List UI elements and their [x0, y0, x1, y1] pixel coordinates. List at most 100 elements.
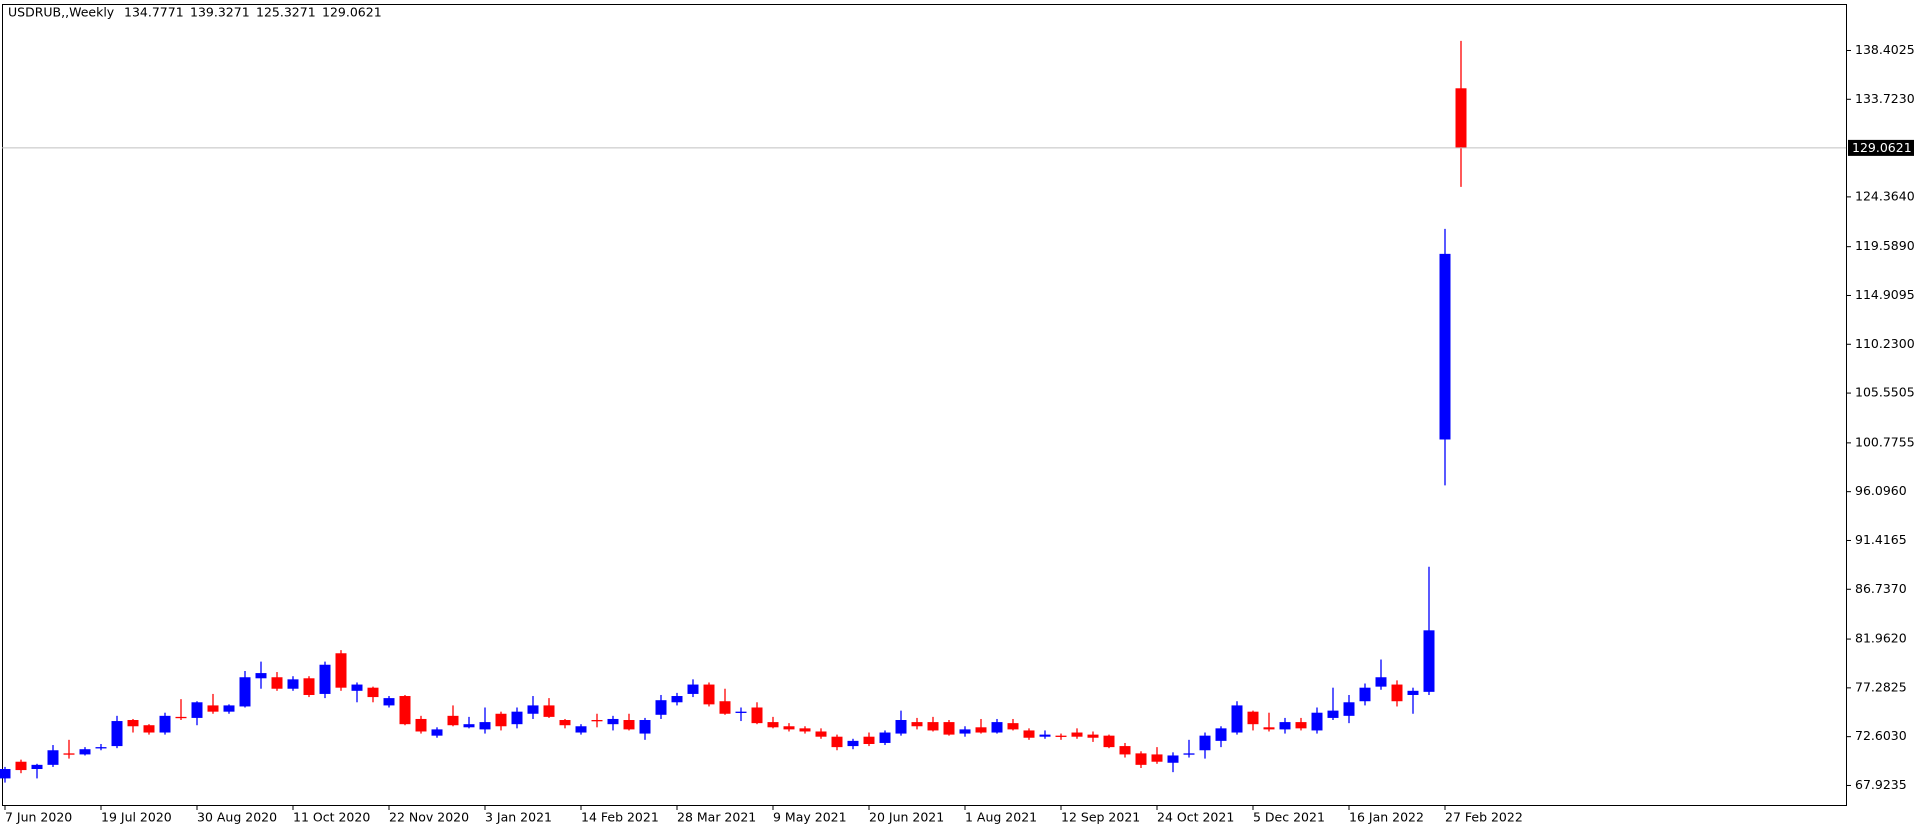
candle-body — [1231, 705, 1243, 733]
candle-body — [751, 707, 763, 724]
candle-body — [239, 677, 251, 707]
candle-body — [223, 705, 235, 712]
y-tick-label: 138.4025 — [1855, 42, 1915, 57]
candle-body — [463, 724, 475, 728]
candle-body — [1199, 735, 1211, 751]
candle-body — [1407, 690, 1419, 695]
candle-body — [687, 684, 699, 694]
candle-body — [111, 721, 123, 747]
candle-body — [415, 718, 427, 732]
candle-body — [655, 700, 667, 715]
candle-body — [1295, 722, 1307, 729]
header: USDRUB,,Weekly 134.7771 139.3271 125.327… — [8, 5, 382, 20]
candle-body — [335, 653, 347, 688]
candle-body — [95, 747, 107, 749]
candle-body — [1247, 711, 1259, 725]
candle-body — [255, 673, 267, 679]
y-tick-label: 114.9095 — [1855, 287, 1915, 302]
x-tick-label: 24 Oct 2021 — [1157, 810, 1234, 825]
candle-body — [271, 677, 283, 689]
y-tick-label: 124.3640 — [1855, 188, 1915, 203]
y-tick-label: 67.9235 — [1855, 777, 1907, 792]
candle-body — [143, 725, 155, 733]
candle-body — [1311, 712, 1323, 731]
candle-body — [0, 769, 11, 779]
candle-body — [47, 750, 59, 765]
candle-body — [591, 720, 603, 722]
y-tick-label: 96.0960 — [1855, 483, 1907, 498]
candles — [0, 40, 1467, 783]
candle-body — [447, 715, 459, 726]
candle-body — [879, 732, 891, 743]
x-tick-label: 27 Feb 2022 — [1445, 810, 1523, 825]
high-value: 139.3271 — [190, 5, 250, 20]
candle-body — [1391, 684, 1403, 702]
candle-body — [863, 736, 875, 744]
candle-body — [1119, 746, 1131, 755]
x-tick-label: 5 Dec 2021 — [1253, 810, 1325, 825]
candle-body — [1423, 630, 1435, 692]
candle-body — [1375, 677, 1387, 687]
candle-body — [63, 753, 75, 755]
candle-body — [1103, 735, 1115, 748]
x-tick-label: 30 Aug 2020 — [197, 810, 277, 825]
price-label-bg — [1848, 139, 1914, 156]
candle-body — [671, 696, 683, 703]
candle-body — [1023, 730, 1035, 738]
x-tick-label: 11 Oct 2020 — [293, 810, 370, 825]
candle-body — [1039, 734, 1051, 737]
candle-body — [1439, 253, 1451, 440]
close-value: 129.0621 — [322, 5, 382, 20]
candle-body — [799, 728, 811, 732]
y-tick-label: 133.7230 — [1855, 91, 1915, 106]
candle-body — [703, 684, 715, 705]
candle-body — [79, 749, 91, 755]
candle-body — [607, 718, 619, 725]
candle-body — [895, 720, 907, 734]
candle-body — [767, 722, 779, 728]
candle-body — [1343, 702, 1355, 716]
candle-body — [1183, 753, 1195, 755]
candle-body — [399, 696, 411, 725]
candle-body — [127, 720, 139, 727]
x-tick-label: 1 Aug 2021 — [965, 810, 1037, 825]
x-tick-label: 9 May 2021 — [773, 810, 847, 825]
candle-body — [1279, 722, 1291, 730]
candle-body — [815, 731, 827, 737]
y-tick-label: 72.6030 — [1855, 728, 1907, 743]
y-tick-label: 91.4165 — [1855, 532, 1907, 547]
candle-body — [991, 722, 1003, 733]
candle-body — [479, 722, 491, 730]
open-value: 134.7771 — [124, 5, 184, 20]
candle-body — [959, 729, 971, 734]
candle-body — [639, 720, 651, 734]
y-tick-label: 77.2825 — [1855, 679, 1907, 694]
candle-body — [719, 701, 731, 714]
symbol: USDRUB,,Weekly — [8, 5, 115, 20]
y-tick-label: 81.9620 — [1855, 631, 1907, 646]
candle-body — [1215, 728, 1227, 741]
candle-body — [319, 664, 331, 694]
candle-body — [1135, 753, 1147, 765]
candle-body — [847, 740, 859, 747]
candle-body — [559, 720, 571, 726]
candle-body — [1327, 710, 1339, 718]
candle-body — [543, 705, 555, 717]
x-tick-label: 19 Jul 2020 — [101, 810, 172, 825]
candle-body — [1007, 723, 1019, 730]
candle-body — [159, 715, 171, 733]
x-tick-label: 28 Mar 2021 — [677, 810, 756, 825]
x-tick-label: 7 Jun 2020 — [5, 810, 72, 825]
candle-body — [511, 711, 523, 725]
candle-body — [287, 679, 299, 689]
candle-body — [783, 726, 795, 730]
candle-body — [351, 684, 363, 691]
candle-body — [175, 716, 187, 719]
candle-body — [911, 722, 923, 727]
candle-body — [1087, 734, 1099, 738]
candle-body — [383, 698, 395, 706]
candle-body — [31, 764, 43, 770]
x-tick-label: 20 Jun 2021 — [869, 810, 944, 825]
candle-body — [303, 678, 315, 695]
